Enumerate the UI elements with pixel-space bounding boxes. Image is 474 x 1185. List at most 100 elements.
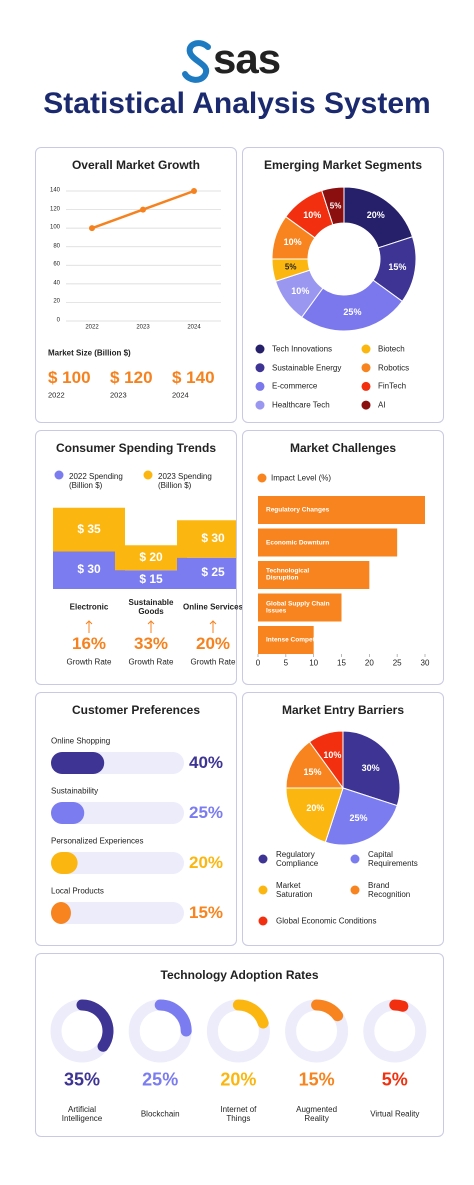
x-tick-label: 2023	[136, 324, 150, 331]
chart	[257, 473, 426, 657]
panel-title: Technology Adoption Rates	[160, 968, 319, 982]
legend-swatch	[255, 400, 265, 410]
value-label: 35%	[63, 1069, 101, 1090]
slice-label: 15%	[388, 262, 407, 273]
slice	[324, 787, 398, 846]
panel: Consumer Spending Trends 2022 Spending (B…	[35, 430, 243, 685]
slice	[342, 730, 401, 807]
value-label: 5%	[381, 1069, 408, 1090]
progress-bar	[51, 802, 85, 824]
panel: Customer Preferences Online Shopping 40% Su…	[35, 692, 237, 946]
panel: Emerging Market Segments 20% 15% 25% 10% 5% 10…	[242, 147, 444, 423]
gauge-arc	[232, 999, 269, 1029]
value-label: 25%	[189, 803, 224, 823]
legend-label: 2023 Spending (Billion $)	[158, 471, 212, 490]
track	[51, 852, 184, 874]
bar	[115, 570, 187, 589]
slice-label: 15%	[303, 767, 322, 778]
x-tick-label: Electronic	[69, 602, 109, 612]
legend-label: Tech Innovations	[272, 344, 333, 354]
x-tick-label: Sustainable Goods	[128, 597, 174, 616]
legend-swatch	[258, 885, 268, 895]
legend-swatch	[258, 854, 268, 864]
point	[140, 206, 146, 213]
slice-label: 5%	[329, 201, 342, 211]
legend-swatch	[361, 344, 371, 354]
legend-label: FinTech	[378, 381, 407, 391]
value-label: $ 100	[48, 368, 91, 388]
slice-label: 5%	[284, 262, 297, 272]
category-label: Blockchain	[140, 1109, 180, 1119]
value-label: $ 140	[172, 368, 215, 388]
y-tick-label: 0	[56, 317, 60, 324]
bar	[258, 561, 370, 589]
legend-swatch	[143, 470, 153, 480]
panel: Market Entry Barriers 30% 25% 20% 15% 10% Regu…	[242, 692, 444, 946]
growth-value: 16%	[71, 634, 107, 654]
panel-title: Market Challenges	[289, 441, 397, 455]
value-label: $ 120	[110, 368, 153, 388]
legend-label: Sustainable Energy	[272, 363, 342, 373]
x-tick-label: 30	[420, 658, 430, 668]
slice-label: 20%	[366, 210, 385, 221]
legend-swatch	[350, 854, 360, 864]
item-label: Local Products	[51, 886, 104, 896]
logo-mark	[182, 40, 211, 83]
growth-label: Growth Rate	[66, 657, 112, 667]
slice	[321, 186, 345, 226]
point	[89, 225, 95, 232]
bar-label: $ 30	[201, 531, 225, 546]
legend-swatch	[361, 363, 371, 373]
bar-label: $ 25	[201, 565, 225, 580]
item-label: Online Shopping	[51, 736, 111, 746]
gauge-arc	[76, 999, 114, 1052]
legend-label: Regulatory Compliance	[276, 849, 319, 868]
slice-label: 10%	[283, 237, 302, 248]
chart	[66, 188, 221, 322]
legend-label: Global Economic Conditions	[276, 916, 377, 926]
panel-title: Market Entry Barriers	[281, 703, 405, 717]
bar-label: $ 30	[77, 562, 101, 577]
subtitle: Market Size (Billion $)	[48, 348, 131, 358]
growth-value: 20%	[195, 634, 231, 654]
value-label: 15%	[298, 1069, 335, 1090]
slice-label: 10%	[291, 285, 310, 296]
value-label: 20%	[220, 1069, 257, 1090]
x-tick-label: 5	[283, 658, 289, 668]
slice	[285, 741, 344, 789]
bar	[115, 545, 187, 571]
panel: Overall Market Growth 0 20 40 60 80 100 120 140 2…	[35, 147, 237, 423]
category-label: Artificial Intelligence	[61, 1104, 103, 1123]
legend-label: Market Saturation	[276, 880, 313, 899]
legend-swatch	[255, 381, 265, 391]
growth-label: Growth Rate	[190, 657, 236, 667]
panel: Market Challenges Impact Level (%) Regulat…	[242, 430, 444, 685]
point	[191, 188, 197, 194]
slice	[308, 730, 344, 790]
growth-label: Growth Rate	[128, 657, 174, 667]
x-tick-label: 25	[392, 658, 402, 668]
slice-label: 25%	[343, 307, 362, 318]
track	[51, 802, 184, 824]
chart	[258, 730, 401, 926]
slice-label: 20%	[306, 802, 325, 813]
year-label: 2023	[110, 390, 127, 400]
y-tick-label: 60	[53, 261, 60, 268]
bar	[177, 520, 236, 558]
year-label: 2024	[172, 390, 189, 400]
item-label: Sustainability	[51, 786, 99, 796]
arrow	[209, 620, 217, 633]
legend-swatch	[350, 885, 360, 895]
legend-label: 2022 Spending (Billion $)	[69, 471, 123, 490]
legend-swatch	[54, 470, 64, 480]
y-tick-label: 40	[53, 280, 60, 287]
bar	[258, 528, 398, 557]
progress-bar	[51, 852, 78, 874]
y-tick-label: 20	[53, 298, 60, 305]
y-tick-label: 80	[53, 243, 60, 250]
bar-label: $ 20	[139, 549, 163, 564]
slice-label: 10%	[323, 750, 342, 761]
x-tick-label: 0	[255, 658, 261, 668]
category-label: Internet of Things	[220, 1104, 257, 1123]
